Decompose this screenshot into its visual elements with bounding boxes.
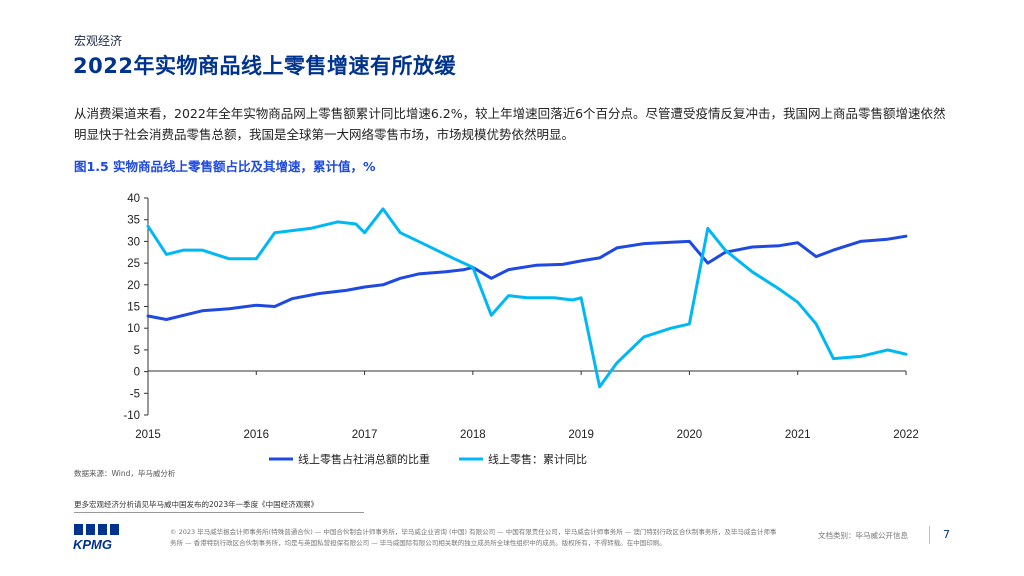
- section-label: 宏观经济: [74, 34, 123, 48]
- divider: [74, 512, 364, 513]
- x-axis: 2015 2016 2017 2018 2019 2020 2021 2022: [135, 370, 919, 441]
- x-tick-label: 2019: [568, 429, 594, 441]
- legend-label: 线上零售占社消总额的比重: [298, 452, 430, 466]
- y-axis: -10 -5 0 5 10 15 20 25 30 35 40: [123, 193, 149, 422]
- x-tick-label: 2021: [785, 429, 811, 441]
- x-tick-label: 2015: [135, 429, 161, 441]
- series-line-2: [146, 207, 908, 389]
- y-tick-label: 0: [134, 367, 140, 379]
- y-tick-label: 40: [127, 193, 140, 205]
- x-tick-label: 2017: [352, 429, 378, 441]
- series-layer: [146, 207, 908, 389]
- x-tick-label: 2016: [243, 429, 269, 441]
- body-paragraph: 从消费渠道来看，2022年全年实物商品网上零售额累计同比增速6.2%，较上年增速…: [74, 106, 946, 142]
- copyright-notice: © 2023 毕马威华振会计师事务所(特殊普通合伙) — 中国合伙制会计师事务所…: [170, 528, 777, 547]
- legend-label: 线上零售：累计同比: [488, 452, 587, 466]
- y-tick-label: 5: [134, 345, 140, 357]
- y-tick-label: 25: [127, 258, 140, 270]
- document-classification: 文档类别：毕马威公开信息: [818, 531, 908, 540]
- y-tick-label: 20: [127, 280, 140, 292]
- y-tick-label: 15: [127, 302, 140, 314]
- footer-divider: [929, 526, 930, 544]
- page-title: 2022年实物商品线上零售增速有所放缓: [73, 54, 456, 78]
- x-tick-label: 2018: [460, 429, 486, 441]
- svg-text:KPMG: KPMG: [73, 537, 112, 551]
- x-tick-label: 2022: [893, 429, 919, 441]
- y-tick-label: -5: [130, 388, 140, 400]
- x-tick-label: 2020: [677, 429, 703, 441]
- y-tick-label: 30: [127, 236, 140, 248]
- y-tick-label: 10: [127, 323, 140, 335]
- y-tick-label: -10: [123, 410, 140, 422]
- source-note: 数据来源：Wind，毕马威分析: [74, 469, 176, 478]
- kpmg-logo: KPMG: [73, 524, 119, 551]
- legend: 线上零售占社消总额的比重 线上零售：累计同比: [269, 452, 587, 466]
- series-line-1: [146, 234, 908, 321]
- figure-title: 图1.5 实物商品线上零售额占比及其增速，累计值，%: [74, 159, 376, 174]
- page-number: 7: [943, 528, 950, 541]
- more-info-link[interactable]: 更多宏观经济分析请见毕马威中国发布的2023年一季度《中国经济观察》: [74, 500, 319, 509]
- y-tick-label: 35: [127, 215, 140, 227]
